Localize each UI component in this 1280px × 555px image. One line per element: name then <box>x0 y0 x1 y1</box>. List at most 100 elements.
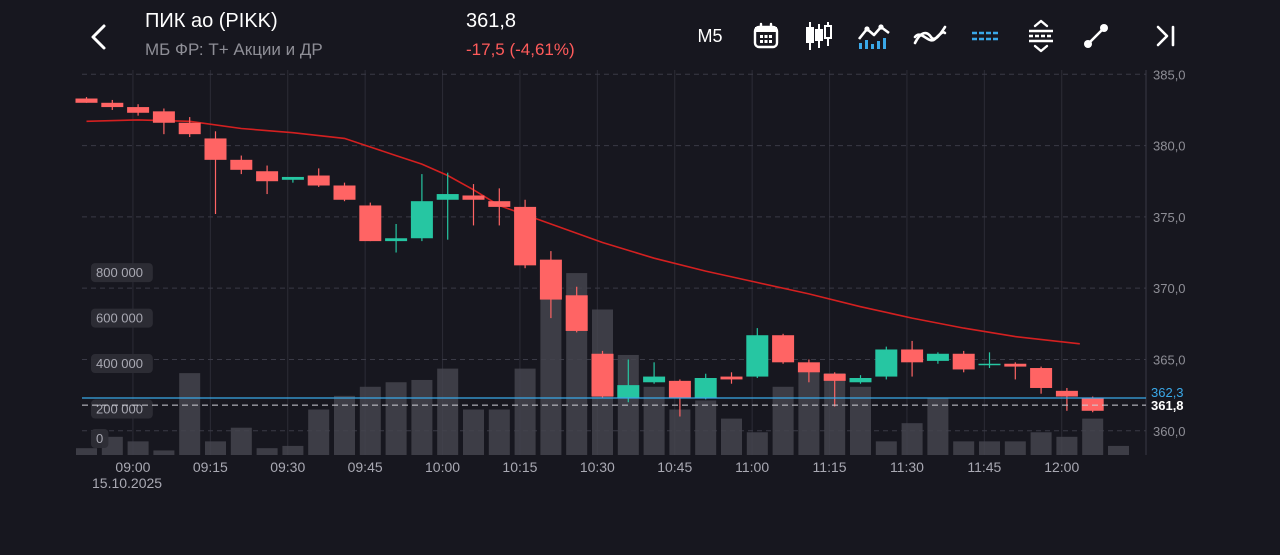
candle-body <box>75 98 98 103</box>
candle-body <box>617 385 640 398</box>
levels-button[interactable] <box>968 20 1002 52</box>
candle <box>359 202 382 242</box>
x-tick-label: 09:45 <box>348 459 383 475</box>
volume-bar <box>127 441 149 455</box>
back-button[interactable] <box>84 20 114 54</box>
candle <box>256 165 279 195</box>
y-tick-label: 380,0 <box>1153 139 1186 154</box>
candle-body <box>875 349 898 377</box>
candle-body <box>746 335 769 377</box>
drawing-button[interactable] <box>1080 20 1112 52</box>
instrument-title: ПИК ао (PIKK) <box>145 10 278 32</box>
scale-icon <box>1029 19 1053 53</box>
volume-bar <box>798 368 820 455</box>
candle <box>591 350 614 398</box>
candles-icon <box>806 22 832 50</box>
candle <box>1081 396 1104 413</box>
volume-bar <box>695 400 717 455</box>
candle-body <box>720 376 743 380</box>
candle <box>1055 387 1078 411</box>
candle <box>1030 366 1053 394</box>
candle-body <box>230 159 253 170</box>
x-tick-label: 10:30 <box>580 459 615 475</box>
chart-header: ПИК ао (PIKK) МБ ФР: Т+ Акции и ДР 361,8… <box>0 0 1280 70</box>
candle <box>204 131 227 215</box>
levels-icon <box>972 31 998 41</box>
candle-body <box>178 122 201 135</box>
volume-bar <box>359 386 381 455</box>
candle <box>720 372 743 384</box>
volume-label-bg <box>91 263 153 283</box>
volume-label-bg <box>91 354 153 374</box>
y-tick-label: 375,0 <box>1153 210 1186 225</box>
candle-body <box>152 111 175 123</box>
volume-label-text: 400 000 <box>96 356 143 371</box>
candle <box>307 168 330 187</box>
candles-button[interactable] <box>803 20 835 52</box>
volume-bar <box>746 432 768 455</box>
candle-body <box>385 238 408 242</box>
volume-bar <box>256 448 278 455</box>
x-tick-label: 11:45 <box>967 459 1001 475</box>
volume-bar <box>643 386 665 455</box>
volume-bar <box>1082 418 1104 455</box>
x-tick-label: 10:45 <box>657 459 692 475</box>
volume-scale-label: 400 000 <box>91 354 153 374</box>
candle-body <box>797 362 820 373</box>
go-to-end-button[interactable] <box>1150 20 1180 52</box>
volume-bar <box>153 450 175 455</box>
candle-body <box>901 349 924 363</box>
candle-body <box>668 380 691 398</box>
volume-scale-label: 200 000 <box>91 399 153 419</box>
candle <box>926 352 949 364</box>
volume-bar <box>1108 445 1129 455</box>
candle-body <box>410 201 433 239</box>
go-to-end-icon <box>1156 25 1175 47</box>
scale-button[interactable] <box>1024 19 1058 53</box>
candle-body <box>952 353 975 370</box>
volume-bar <box>514 368 536 455</box>
candle-body <box>256 171 279 182</box>
candle <box>1004 362 1027 380</box>
volume-bar <box>540 264 562 455</box>
y-tick-label: 370,0 <box>1153 281 1186 296</box>
volume-label-text: 800 000 <box>96 265 143 280</box>
volume-bar <box>179 373 201 455</box>
line-volume-button[interactable] <box>857 20 891 52</box>
timeframe-button[interactable]: M5 <box>697 25 723 46</box>
candle-body <box>694 378 717 398</box>
candle-body <box>849 378 872 383</box>
candle <box>75 97 98 103</box>
candle <box>746 328 769 378</box>
calendar-button[interactable] <box>750 20 782 52</box>
y-tick-label: 365,0 <box>1153 352 1186 367</box>
candle-body <box>436 194 459 200</box>
candle <box>230 155 253 175</box>
volume-label-bg <box>91 399 153 419</box>
candle <box>178 117 201 138</box>
candle <box>436 172 459 240</box>
volume-bar <box>411 379 433 455</box>
drawing-icon <box>1084 24 1108 48</box>
volume-label-bg <box>91 429 109 448</box>
volume-scale-label: 600 000 <box>91 308 153 328</box>
price-change: -17,5 (-4,61%) <box>466 40 575 59</box>
volume-bar <box>824 373 846 455</box>
volume-bar <box>772 386 794 455</box>
candle-body <box>333 185 356 200</box>
candle <box>849 375 872 384</box>
candle <box>101 99 124 110</box>
candle-body <box>204 138 227 160</box>
candle <box>952 350 975 373</box>
calendar-icon <box>753 22 779 49</box>
candle <box>127 104 150 116</box>
indicators-button[interactable] <box>913 20 947 52</box>
volume-bar <box>308 409 330 455</box>
candle <box>978 352 1001 369</box>
volume-bar <box>721 418 742 455</box>
volume-label-bg <box>91 308 153 328</box>
last-price-label: 361,8 <box>1151 398 1184 413</box>
volume-label-text: 200 000 <box>96 402 143 417</box>
volume-scale-label: 800 000 <box>91 263 153 283</box>
